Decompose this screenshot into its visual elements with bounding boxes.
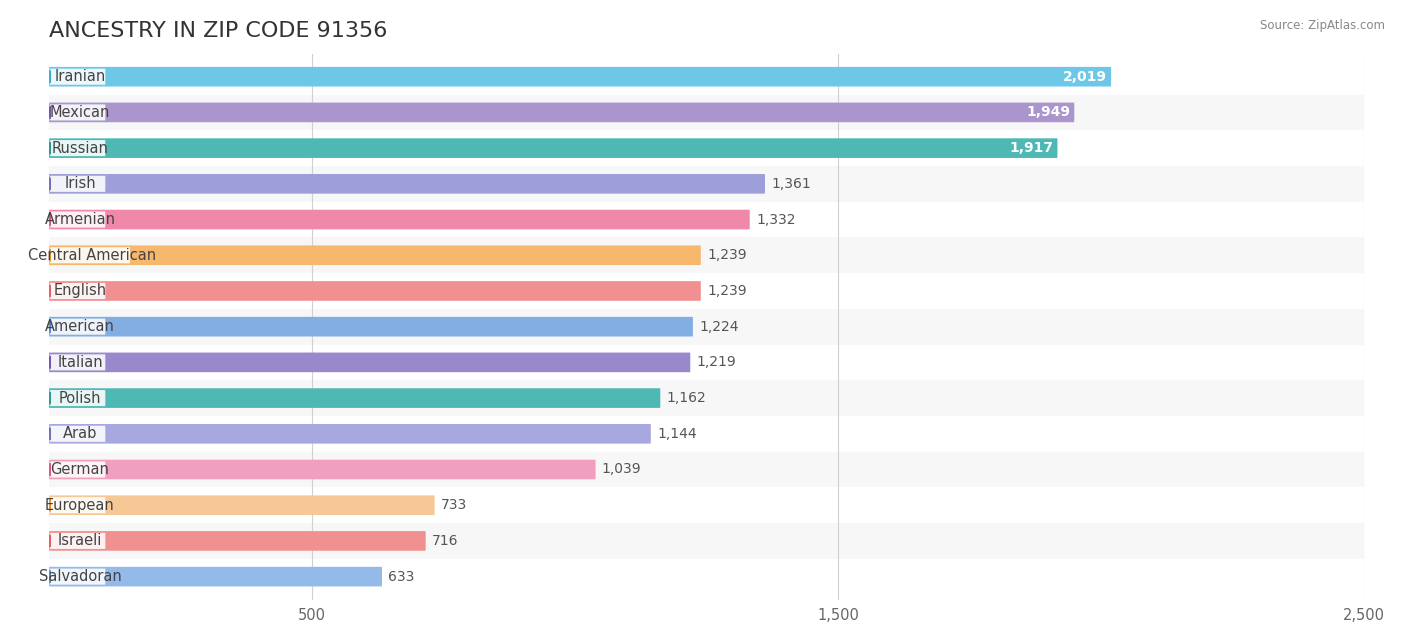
Text: English: English xyxy=(53,283,107,298)
Bar xyxy=(49,309,1364,345)
Text: Source: ZipAtlas.com: Source: ZipAtlas.com xyxy=(1260,19,1385,32)
Bar xyxy=(49,345,1364,380)
Bar xyxy=(49,130,1364,166)
Bar xyxy=(49,451,1364,488)
Text: Mexican: Mexican xyxy=(49,105,110,120)
Text: Israeli: Israeli xyxy=(58,533,103,549)
FancyBboxPatch shape xyxy=(49,67,1111,86)
FancyBboxPatch shape xyxy=(49,174,765,194)
Text: Italian: Italian xyxy=(58,355,103,370)
Text: 1,361: 1,361 xyxy=(772,177,811,191)
Text: Arab: Arab xyxy=(63,426,97,441)
Text: 1,239: 1,239 xyxy=(707,284,747,298)
Bar xyxy=(49,238,1364,273)
Text: 1,219: 1,219 xyxy=(696,355,737,370)
Text: Central American: Central American xyxy=(28,248,156,263)
Text: European: European xyxy=(45,498,115,513)
FancyBboxPatch shape xyxy=(49,352,690,372)
FancyBboxPatch shape xyxy=(49,138,1057,158)
FancyBboxPatch shape xyxy=(49,531,426,551)
Text: 1,144: 1,144 xyxy=(657,427,697,440)
FancyBboxPatch shape xyxy=(49,388,661,408)
FancyBboxPatch shape xyxy=(49,245,700,265)
Bar xyxy=(49,416,1364,451)
FancyBboxPatch shape xyxy=(51,497,105,513)
FancyBboxPatch shape xyxy=(49,495,434,515)
Text: ANCESTRY IN ZIP CODE 91356: ANCESTRY IN ZIP CODE 91356 xyxy=(49,21,388,41)
FancyBboxPatch shape xyxy=(51,569,105,585)
Text: 2,019: 2,019 xyxy=(1063,70,1107,84)
Text: 716: 716 xyxy=(432,534,458,548)
FancyBboxPatch shape xyxy=(51,283,105,299)
FancyBboxPatch shape xyxy=(49,102,1074,122)
Text: 1,224: 1,224 xyxy=(699,319,738,334)
Text: 1,917: 1,917 xyxy=(1010,141,1053,155)
FancyBboxPatch shape xyxy=(51,390,105,406)
FancyBboxPatch shape xyxy=(51,140,105,156)
Text: Iranian: Iranian xyxy=(55,69,105,84)
Text: American: American xyxy=(45,319,115,334)
Bar xyxy=(49,202,1364,238)
FancyBboxPatch shape xyxy=(51,426,105,442)
Bar xyxy=(49,273,1364,309)
Text: 633: 633 xyxy=(388,570,415,583)
FancyBboxPatch shape xyxy=(49,460,596,479)
FancyBboxPatch shape xyxy=(49,567,382,587)
Bar xyxy=(49,59,1364,95)
FancyBboxPatch shape xyxy=(51,69,105,85)
Bar xyxy=(49,488,1364,523)
Text: Armenian: Armenian xyxy=(45,212,115,227)
FancyBboxPatch shape xyxy=(49,424,651,444)
FancyBboxPatch shape xyxy=(49,317,693,336)
FancyBboxPatch shape xyxy=(51,104,105,120)
Text: 1,949: 1,949 xyxy=(1026,106,1070,119)
Text: 1,162: 1,162 xyxy=(666,391,706,405)
FancyBboxPatch shape xyxy=(51,533,105,549)
Bar xyxy=(49,559,1364,594)
Text: 1,332: 1,332 xyxy=(756,213,796,227)
FancyBboxPatch shape xyxy=(49,281,700,301)
FancyBboxPatch shape xyxy=(51,462,105,478)
FancyBboxPatch shape xyxy=(49,210,749,229)
Bar xyxy=(49,380,1364,416)
Bar xyxy=(49,523,1364,559)
Text: 1,239: 1,239 xyxy=(707,248,747,262)
FancyBboxPatch shape xyxy=(51,211,105,227)
Text: Irish: Irish xyxy=(65,176,96,191)
Text: 733: 733 xyxy=(441,498,467,512)
Bar xyxy=(49,95,1364,130)
Text: Polish: Polish xyxy=(59,390,101,406)
FancyBboxPatch shape xyxy=(51,319,105,335)
Text: Russian: Russian xyxy=(52,140,108,156)
FancyBboxPatch shape xyxy=(51,176,105,192)
FancyBboxPatch shape xyxy=(51,247,131,263)
Bar xyxy=(49,166,1364,202)
FancyBboxPatch shape xyxy=(51,354,105,370)
Text: Salvadoran: Salvadoran xyxy=(38,569,121,584)
Text: German: German xyxy=(51,462,110,477)
Text: 1,039: 1,039 xyxy=(602,462,641,477)
